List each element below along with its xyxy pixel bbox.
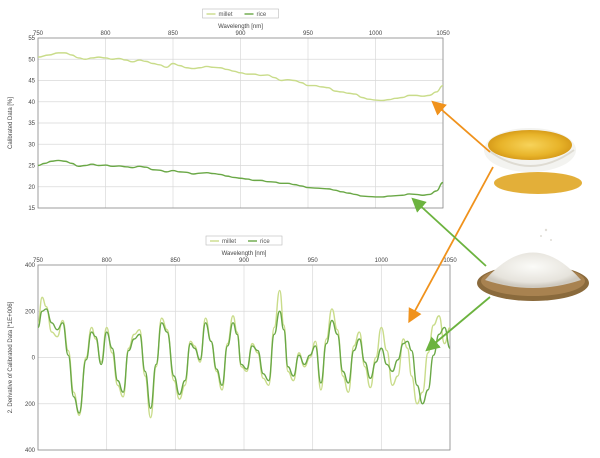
x-tick-label: 950: [308, 258, 319, 264]
legend-box: [205, 235, 283, 246]
y-tick-label: 200: [25, 402, 36, 408]
y-tick-label: 200: [25, 309, 36, 315]
x-tick-label: 1000: [375, 258, 389, 264]
annotation-arrows: [408, 100, 494, 352]
x-tick-label: 1050: [443, 258, 457, 264]
series-line-millet: [37, 52, 444, 102]
x-tick-label: 1050: [436, 31, 450, 37]
x-axis-label: Wavelength [nm]: [218, 24, 263, 30]
legend-box: [202, 8, 279, 19]
legend-label-rice: rice: [257, 12, 267, 18]
rice-arrow-top: [411, 197, 487, 267]
legend-label-millet: millet: [222, 239, 236, 245]
x-tick-label: 900: [239, 258, 250, 264]
y-tick-label: 20: [28, 185, 35, 191]
y-tick-label: 35: [28, 121, 35, 127]
series-line-millet: [37, 289, 451, 419]
y-tick-label: 50: [28, 57, 35, 63]
legend-label-rice: rice: [260, 239, 270, 245]
y-tick-label: 25: [28, 164, 35, 170]
rice-basket-photo: [477, 228, 589, 301]
chart-second-derivative: 750 800 850 900 950 1000 1050 400 200 0 200 400 Wave…: [8, 235, 457, 454]
x-axis-label: Wavelength [nm]: [222, 251, 267, 257]
y-tick-label: 30: [28, 142, 35, 148]
chart-calibrated-data: 750 800 850 900 950 1000 1050 15 20 25 30 35 40 45 50 5…: [8, 8, 450, 212]
y-tick-label: 400: [25, 263, 36, 269]
plot-frame: [37, 37, 444, 209]
y-tick-label: 400: [25, 448, 36, 454]
rice-arrow-bottom: [425, 296, 491, 352]
y-axis-label: Calibrated Data [%]: [8, 97, 14, 149]
x-tick-label: 800: [102, 258, 113, 264]
millet-arrow-bottom: [408, 166, 494, 324]
x-tick-label: 800: [100, 31, 111, 37]
x-tick-label: 850: [170, 258, 181, 264]
series-line-rice: [37, 308, 451, 414]
series-line-rice: [37, 159, 444, 198]
y-axis-label: 2. Derivative of Calibrated Data [*1E+00…: [8, 301, 14, 413]
plot-frame: [37, 264, 451, 451]
x-tick-label: 750: [33, 31, 44, 37]
x-tick-label: 750: [33, 258, 44, 264]
legend-label-millet: millet: [219, 12, 233, 18]
x-tick-label: 850: [168, 31, 179, 37]
millet-bowl-photo: [484, 128, 582, 194]
y-tick-label: 40: [28, 100, 35, 106]
y-tick-label: 45: [28, 79, 35, 85]
y-tick-label: 0: [32, 356, 36, 362]
y-tick-label: 55: [28, 36, 35, 42]
x-tick-label: 900: [235, 31, 246, 37]
millet-arrow-top: [431, 100, 491, 153]
x-tick-label: 1000: [369, 31, 383, 37]
y-tick-label: 15: [28, 206, 35, 212]
x-tick-label: 950: [303, 31, 314, 37]
